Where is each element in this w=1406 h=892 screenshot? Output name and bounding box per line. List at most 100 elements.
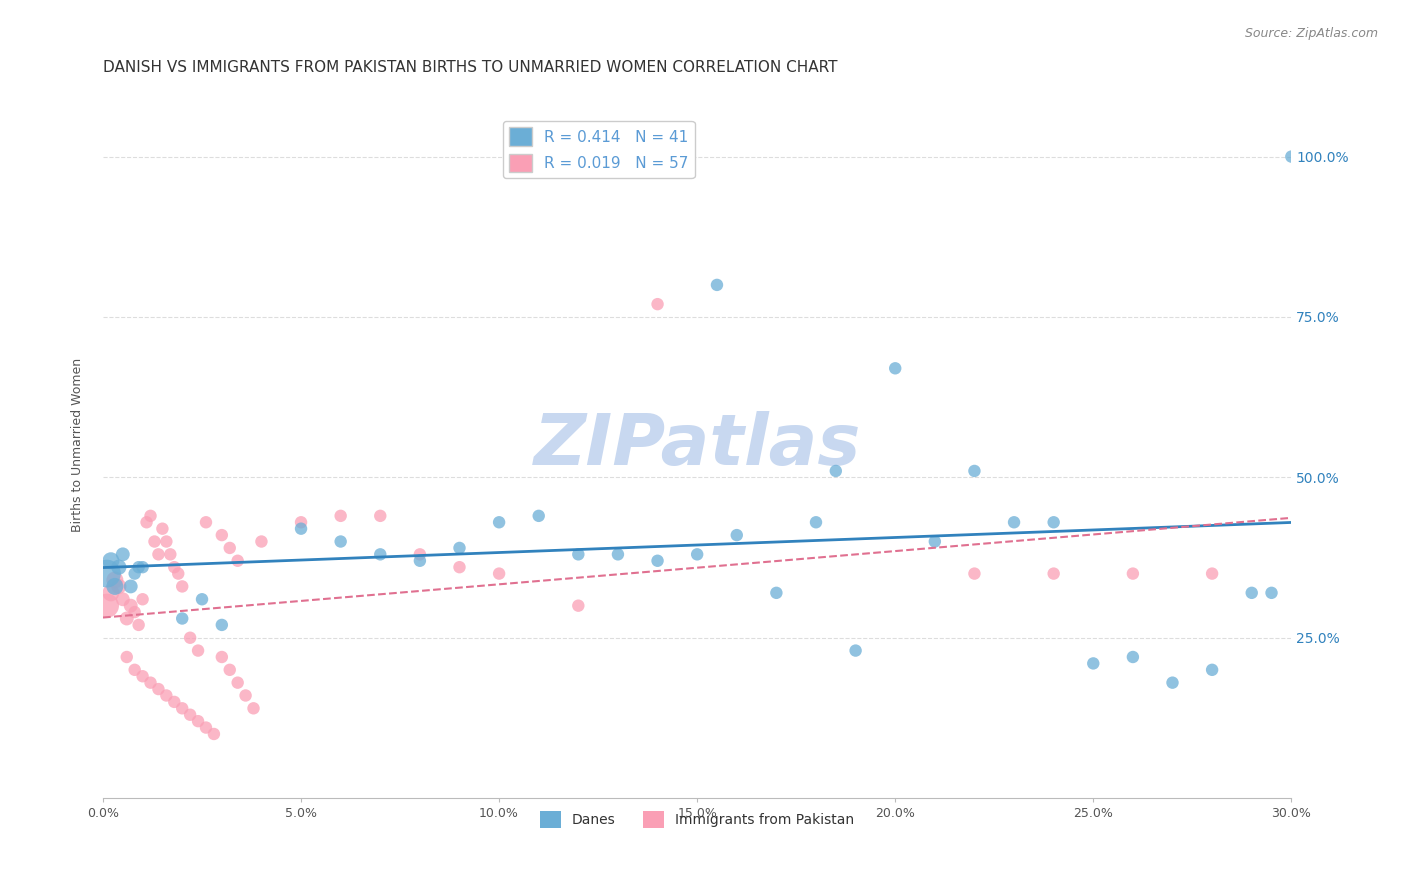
Point: [120, 579, 142, 593]
Point: [725, 528, 748, 542]
Point: [172, 701, 194, 715]
Point: [686, 547, 709, 561]
Point: [172, 611, 194, 625]
Point: [96, 599, 118, 613]
Point: [329, 534, 352, 549]
Point: [135, 516, 157, 530]
Point: [963, 464, 986, 478]
Point: [100, 586, 122, 600]
Point: [191, 592, 214, 607]
Point: [96, 566, 118, 581]
Point: [128, 560, 150, 574]
Point: [211, 618, 233, 632]
Point: [409, 547, 432, 561]
Point: [108, 579, 131, 593]
Point: [845, 643, 868, 657]
Text: ZIPatlas: ZIPatlas: [533, 411, 860, 480]
Point: [527, 508, 550, 523]
Point: [211, 650, 233, 665]
Point: [172, 579, 194, 593]
Point: [963, 566, 986, 581]
Point: [884, 361, 907, 376]
Point: [1279, 150, 1302, 164]
Point: [567, 547, 589, 561]
Point: [131, 560, 153, 574]
Point: [187, 643, 209, 657]
Text: Source: ZipAtlas.com: Source: ZipAtlas.com: [1244, 27, 1378, 40]
Point: [139, 508, 162, 523]
Point: [1042, 566, 1064, 581]
Point: [226, 675, 249, 690]
Point: [1122, 566, 1144, 581]
Point: [131, 592, 153, 607]
Point: [218, 541, 240, 555]
Point: [235, 689, 257, 703]
Point: [1161, 675, 1184, 690]
Point: [242, 701, 264, 715]
Point: [290, 516, 312, 530]
Point: [159, 547, 181, 561]
Point: [148, 682, 170, 697]
Point: [1002, 516, 1025, 530]
Point: [567, 599, 589, 613]
Point: [1083, 657, 1105, 671]
Point: [706, 277, 728, 292]
Point: [152, 522, 174, 536]
Point: [647, 554, 669, 568]
Point: [1240, 586, 1263, 600]
Point: [104, 579, 127, 593]
Text: DANISH VS IMMIGRANTS FROM PAKISTAN BIRTHS TO UNMARRIED WOMEN CORRELATION CHART: DANISH VS IMMIGRANTS FROM PAKISTAN BIRTH…: [103, 60, 838, 75]
Point: [167, 566, 190, 581]
Point: [488, 516, 510, 530]
Y-axis label: Births to Unmarried Women: Births to Unmarried Women: [72, 359, 84, 533]
Point: [1042, 516, 1064, 530]
Point: [647, 297, 669, 311]
Point: [607, 547, 630, 561]
Point: [195, 721, 218, 735]
Point: [131, 669, 153, 683]
Point: [124, 663, 146, 677]
Point: [108, 560, 131, 574]
Point: [124, 566, 146, 581]
Point: [155, 689, 177, 703]
Point: [924, 534, 946, 549]
Point: [218, 663, 240, 677]
Point: [202, 727, 225, 741]
Point: [128, 618, 150, 632]
Legend: Danes, Immigrants from Pakistan: Danes, Immigrants from Pakistan: [534, 805, 860, 833]
Point: [1122, 650, 1144, 665]
Point: [1201, 663, 1223, 677]
Point: [179, 631, 201, 645]
Point: [329, 508, 352, 523]
Point: [187, 714, 209, 728]
Point: [124, 605, 146, 619]
Point: [1201, 566, 1223, 581]
Point: [143, 534, 166, 549]
Point: [120, 599, 142, 613]
Point: [115, 611, 138, 625]
Point: [111, 547, 134, 561]
Point: [824, 464, 846, 478]
Point: [148, 547, 170, 561]
Point: [115, 650, 138, 665]
Point: [449, 541, 471, 555]
Point: [163, 695, 186, 709]
Point: [139, 675, 162, 690]
Point: [368, 508, 391, 523]
Point: [179, 707, 201, 722]
Point: [195, 516, 218, 530]
Point: [804, 516, 827, 530]
Point: [290, 522, 312, 536]
Point: [104, 573, 127, 587]
Point: [163, 560, 186, 574]
Point: [1260, 586, 1282, 600]
Point: [449, 560, 471, 574]
Point: [100, 554, 122, 568]
Point: [488, 566, 510, 581]
Point: [765, 586, 787, 600]
Point: [250, 534, 273, 549]
Point: [211, 528, 233, 542]
Point: [226, 554, 249, 568]
Point: [409, 554, 432, 568]
Point: [111, 592, 134, 607]
